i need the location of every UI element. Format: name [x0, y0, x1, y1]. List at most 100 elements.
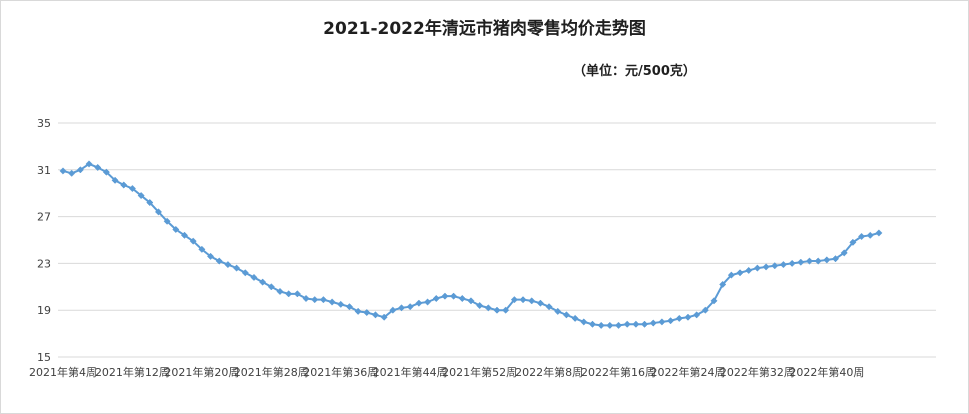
x-tick-label: 2021年第44周: [373, 365, 448, 379]
data-point: [224, 261, 232, 269]
data-point: [745, 266, 753, 274]
data-point: [137, 191, 145, 200]
data-point: [293, 290, 301, 298]
data-point: [415, 299, 423, 307]
data-point: [554, 307, 562, 315]
data-point: [753, 264, 761, 272]
data-point: [823, 256, 831, 264]
data-point: [128, 184, 136, 193]
data-point: [189, 237, 197, 245]
data-point: [241, 269, 249, 277]
series: [59, 160, 883, 329]
data-point: [667, 317, 675, 325]
chart-title: 2021-2022年清远市猪肉零售均价走势图: [323, 19, 646, 39]
data-point: [380, 313, 388, 321]
data-point: [866, 231, 874, 239]
x-tick-label: 2022年第32周: [720, 365, 795, 379]
data-point: [371, 311, 380, 319]
y-tick-label: 35: [37, 117, 51, 130]
x-tick-label: 2022年第24周: [650, 365, 725, 379]
data-point: [727, 271, 735, 279]
data-point: [450, 292, 458, 300]
x-tick-label: 2022年第40周: [789, 365, 864, 379]
data-point: [172, 225, 180, 234]
data-point: [779, 261, 787, 269]
data-point: [432, 294, 440, 303]
data-point: [493, 306, 501, 314]
data-point: [528, 297, 536, 305]
data-point: [710, 297, 718, 305]
data-point: [701, 306, 709, 314]
data-point: [814, 257, 822, 265]
data-point: [858, 232, 866, 241]
data-point: [397, 304, 406, 312]
y-axis-ticks: 15 19 23 27 31 35: [37, 117, 51, 364]
data-point: [840, 249, 848, 257]
data-point: [59, 167, 67, 175]
data-point: [207, 252, 215, 260]
data-point: [875, 229, 883, 237]
data-point: [319, 296, 327, 304]
data-point: [736, 269, 744, 277]
data-point: [597, 321, 605, 329]
data-point: [146, 199, 154, 207]
data-point: [684, 313, 692, 321]
data-point: [805, 257, 814, 265]
y-tick-label: 31: [37, 164, 51, 177]
x-tick-label: 2021年第28周: [234, 365, 309, 379]
data-point: [311, 296, 319, 304]
data-point: [831, 255, 840, 263]
gridlines: [58, 122, 936, 358]
data-point: [215, 257, 223, 265]
data-point: [111, 176, 119, 184]
data-point: [484, 304, 492, 312]
y-tick-label: 27: [37, 211, 51, 224]
y-tick-label: 19: [37, 304, 51, 317]
data-point: [441, 292, 449, 300]
y-tick-label: 15: [37, 351, 51, 364]
data-point: [580, 318, 588, 326]
data-point: [102, 168, 110, 176]
data-point: [467, 297, 475, 305]
data-point: [389, 306, 397, 314]
data-point: [693, 311, 701, 319]
y-tick-label: 23: [37, 257, 51, 270]
data-point: [641, 320, 649, 328]
data-point: [649, 319, 657, 327]
data-point: [510, 296, 518, 304]
data-point: [337, 300, 345, 308]
data-point: [606, 321, 614, 329]
data-point: [94, 163, 102, 172]
data-point: [797, 258, 805, 266]
data-point: [250, 273, 258, 281]
data-point: [302, 294, 310, 303]
data-point: [328, 298, 336, 306]
data-point: [632, 320, 640, 328]
data-point: [163, 217, 171, 225]
data-point: [154, 208, 163, 216]
data-point: [788, 259, 796, 267]
data-point: [675, 314, 683, 322]
data-point: [198, 245, 206, 253]
data-point: [502, 306, 510, 314]
data-point: [771, 262, 779, 270]
data-point: [68, 169, 76, 177]
data-point: [285, 290, 293, 298]
data-point: [180, 231, 189, 239]
data-point: [345, 303, 353, 311]
chart-subtitle: （单位：元/500克）: [573, 64, 696, 79]
data-point: [719, 280, 727, 289]
x-tick-label: 2022年第16周: [581, 365, 656, 379]
data-point: [233, 264, 241, 272]
data-point: [276, 287, 284, 296]
data-point: [476, 301, 484, 310]
data-point: [849, 238, 857, 246]
x-tick-label: 2021年第12周: [95, 365, 170, 379]
x-tick-label: 2021年第4周: [29, 365, 97, 379]
data-point: [85, 160, 93, 168]
x-tick-label: 2021年第52周: [442, 365, 517, 379]
data-point: [363, 308, 371, 317]
x-tick-label: 2021年第20周: [164, 365, 239, 379]
